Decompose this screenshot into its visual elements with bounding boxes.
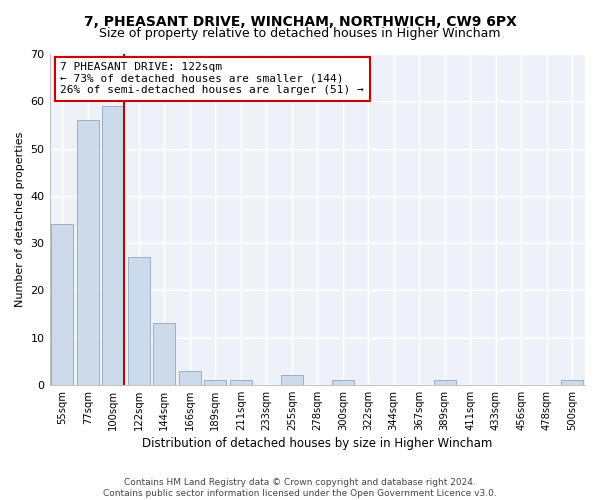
Bar — [281, 376, 302, 385]
Y-axis label: Number of detached properties: Number of detached properties — [15, 132, 25, 307]
Bar — [154, 324, 175, 385]
Bar — [77, 120, 98, 385]
Text: Contains HM Land Registry data © Crown copyright and database right 2024.
Contai: Contains HM Land Registry data © Crown c… — [103, 478, 497, 498]
Bar — [332, 380, 353, 385]
Bar — [128, 257, 149, 385]
Bar — [562, 380, 583, 385]
Text: 7, PHEASANT DRIVE, WINCHAM, NORTHWICH, CW9 6PX: 7, PHEASANT DRIVE, WINCHAM, NORTHWICH, C… — [83, 15, 517, 29]
X-axis label: Distribution of detached houses by size in Higher Wincham: Distribution of detached houses by size … — [142, 437, 493, 450]
Bar — [179, 370, 200, 385]
Bar — [52, 224, 73, 385]
Bar — [230, 380, 251, 385]
Text: Size of property relative to detached houses in Higher Wincham: Size of property relative to detached ho… — [99, 28, 501, 40]
Bar — [103, 106, 124, 385]
Bar — [205, 380, 226, 385]
Text: 7 PHEASANT DRIVE: 122sqm
← 73% of detached houses are smaller (144)
26% of semi-: 7 PHEASANT DRIVE: 122sqm ← 73% of detach… — [60, 62, 364, 96]
Bar — [434, 380, 455, 385]
